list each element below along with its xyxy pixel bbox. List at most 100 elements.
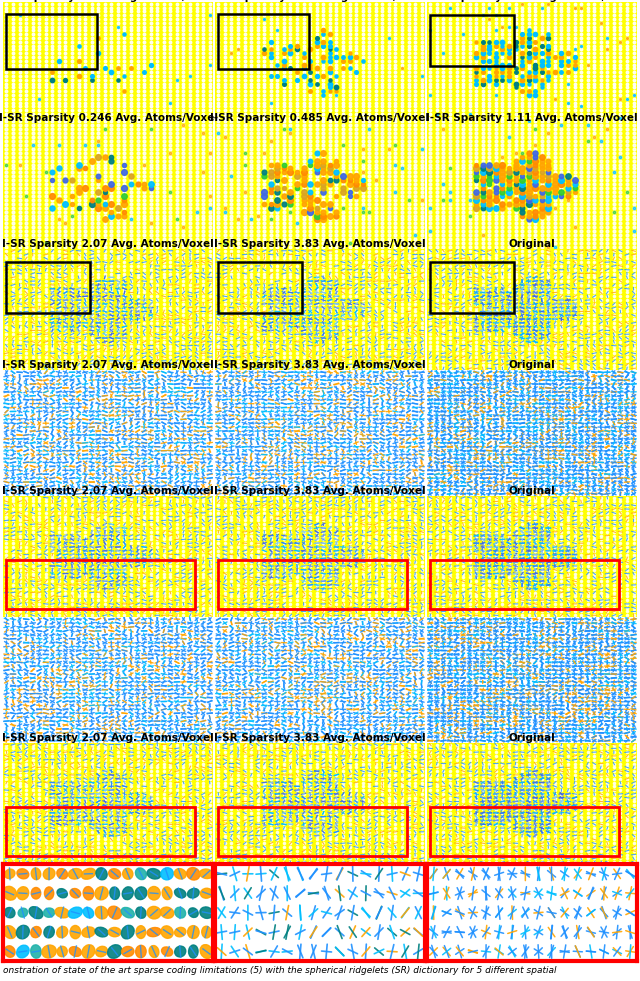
Ellipse shape — [187, 867, 200, 880]
Bar — [6, 262, 90, 313]
Bar — [430, 16, 514, 67]
Ellipse shape — [31, 926, 41, 938]
Ellipse shape — [68, 907, 83, 918]
Ellipse shape — [95, 947, 108, 956]
Ellipse shape — [200, 888, 212, 899]
Ellipse shape — [135, 887, 147, 900]
Ellipse shape — [96, 868, 107, 880]
Ellipse shape — [29, 906, 43, 918]
Ellipse shape — [31, 888, 41, 899]
Title: Original: Original — [509, 238, 556, 249]
Ellipse shape — [147, 906, 161, 919]
Ellipse shape — [188, 926, 199, 939]
Ellipse shape — [188, 907, 198, 917]
Ellipse shape — [175, 946, 186, 956]
Bar — [430, 807, 619, 855]
Ellipse shape — [108, 927, 121, 937]
Bar — [430, 560, 619, 608]
Title: Original: Original — [509, 733, 556, 743]
Ellipse shape — [3, 886, 17, 901]
Ellipse shape — [17, 945, 29, 957]
Ellipse shape — [44, 908, 54, 917]
Ellipse shape — [68, 868, 83, 879]
Ellipse shape — [42, 945, 56, 958]
Ellipse shape — [57, 868, 68, 879]
Ellipse shape — [149, 946, 159, 957]
Ellipse shape — [69, 947, 81, 956]
Ellipse shape — [148, 887, 160, 900]
Title: I-SR Sparsity 0.246 Avg. Atoms/Voxel: I-SR Sparsity 0.246 Avg. Atoms/Voxel — [0, 113, 218, 124]
Ellipse shape — [200, 906, 213, 918]
Ellipse shape — [82, 927, 95, 937]
Ellipse shape — [162, 887, 172, 900]
Ellipse shape — [83, 907, 93, 918]
Bar — [430, 262, 514, 313]
Text: onstration of state of the art sparse coding limitations (5) with the spherical : onstration of state of the art sparse co… — [3, 965, 557, 975]
Ellipse shape — [161, 907, 174, 918]
Ellipse shape — [161, 926, 173, 938]
Ellipse shape — [110, 887, 120, 900]
Bar — [6, 14, 97, 69]
Ellipse shape — [95, 927, 108, 937]
Ellipse shape — [175, 927, 186, 937]
Ellipse shape — [18, 908, 28, 917]
Title: I-SR Sparsity 0.485 Avg. Atoms/Voxel: I-SR Sparsity 0.485 Avg. Atoms/Voxel — [211, 0, 429, 2]
Ellipse shape — [57, 926, 68, 938]
Ellipse shape — [108, 945, 122, 958]
Title: I-SR Sparsity 3.83 Avg. Atoms/Voxel: I-SR Sparsity 3.83 Avg. Atoms/Voxel — [214, 360, 426, 370]
Ellipse shape — [4, 869, 15, 879]
Ellipse shape — [83, 887, 93, 900]
Ellipse shape — [202, 926, 211, 938]
Ellipse shape — [147, 868, 161, 879]
Ellipse shape — [123, 868, 133, 879]
Ellipse shape — [136, 907, 146, 918]
Ellipse shape — [17, 925, 29, 939]
Ellipse shape — [81, 868, 95, 879]
Ellipse shape — [122, 947, 134, 956]
Title: I-SR Sparsity 3.83 Avg. Atoms/Voxel: I-SR Sparsity 3.83 Avg. Atoms/Voxel — [214, 238, 426, 249]
Title: I-SR Sparsity 2.07 Avg. Atoms/Voxel: I-SR Sparsity 2.07 Avg. Atoms/Voxel — [2, 238, 214, 249]
Ellipse shape — [82, 945, 95, 958]
Ellipse shape — [188, 889, 199, 898]
Title: I-SR Sparsity 3.83 Avg. Atoms/Voxel: I-SR Sparsity 3.83 Avg. Atoms/Voxel — [214, 486, 426, 495]
Title: I-SR Sparsity 2.07 Avg. Atoms/Voxel: I-SR Sparsity 2.07 Avg. Atoms/Voxel — [2, 360, 214, 370]
Title: I-SR Sparsity 0.485 Avg. Atoms/Voxel: I-SR Sparsity 0.485 Avg. Atoms/Voxel — [211, 113, 429, 124]
Ellipse shape — [175, 889, 186, 898]
Ellipse shape — [136, 926, 146, 939]
Title: I-SR Sparsity 1.11 Avg. Atoms/Voxel: I-SR Sparsity 1.11 Avg. Atoms/Voxel — [426, 0, 637, 2]
Ellipse shape — [4, 946, 15, 957]
Ellipse shape — [161, 868, 173, 880]
Ellipse shape — [174, 868, 186, 879]
Title: I-SR Sparsity 2.07 Avg. Atoms/Voxel: I-SR Sparsity 2.07 Avg. Atoms/Voxel — [2, 486, 214, 495]
Ellipse shape — [70, 889, 81, 898]
Ellipse shape — [17, 887, 29, 900]
Bar — [218, 807, 407, 855]
Ellipse shape — [189, 945, 198, 958]
Ellipse shape — [31, 868, 41, 880]
Ellipse shape — [44, 868, 55, 880]
Ellipse shape — [175, 907, 186, 918]
Ellipse shape — [200, 945, 212, 958]
Ellipse shape — [31, 945, 41, 958]
Title: I-SR Sparsity 0.246 Avg. Atoms/Voxel: I-SR Sparsity 0.246 Avg. Atoms/Voxel — [0, 0, 218, 2]
Ellipse shape — [200, 869, 213, 879]
Bar — [218, 14, 308, 69]
Bar — [218, 262, 302, 313]
Ellipse shape — [44, 926, 54, 938]
Title: Original: Original — [509, 360, 556, 370]
Ellipse shape — [136, 946, 146, 957]
Ellipse shape — [3, 926, 16, 939]
Bar — [6, 807, 195, 855]
Bar — [218, 560, 407, 608]
Ellipse shape — [17, 869, 29, 879]
Ellipse shape — [122, 925, 134, 939]
Ellipse shape — [121, 907, 134, 918]
Title: I-SR Sparsity 3.83 Avg. Atoms/Voxel: I-SR Sparsity 3.83 Avg. Atoms/Voxel — [214, 733, 426, 743]
Ellipse shape — [70, 925, 81, 939]
Ellipse shape — [147, 927, 161, 937]
Ellipse shape — [108, 906, 122, 919]
Ellipse shape — [55, 907, 69, 918]
Ellipse shape — [44, 887, 54, 900]
Ellipse shape — [95, 887, 108, 900]
Ellipse shape — [136, 868, 147, 880]
